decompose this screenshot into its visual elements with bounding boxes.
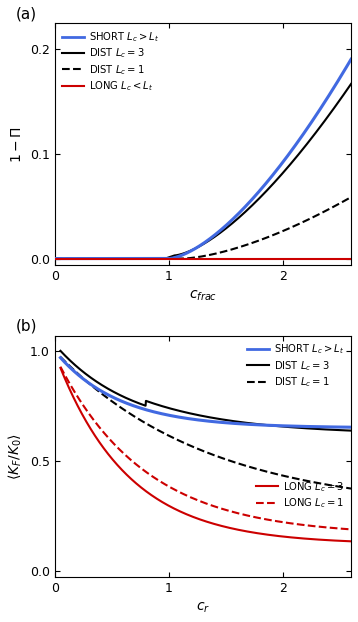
Text: (b): (b) [16,319,38,334]
Y-axis label: $\langle K_F/K_0\rangle$: $\langle K_F/K_0\rangle$ [7,433,24,480]
Y-axis label: $1-\Pi$: $1-\Pi$ [10,126,24,162]
Text: (a): (a) [16,6,37,22]
Legend: LONG $L_c$$=$$3$, LONG $L_c$$=$$1$: LONG $L_c$$=$$3$, LONG $L_c$$=$$1$ [254,478,346,512]
Legend: SHORT $L_c$$>$$L_t$, DIST $L_c$$=$$3$, DIST $L_c$$=$$1$, LONG $L_c$$<$$L_t$: SHORT $L_c$$>$$L_t$, DIST $L_c$$=$$3$, D… [60,28,161,95]
X-axis label: $c_{frac}$: $c_{frac}$ [189,288,217,303]
X-axis label: $c_r$: $c_r$ [196,601,210,615]
